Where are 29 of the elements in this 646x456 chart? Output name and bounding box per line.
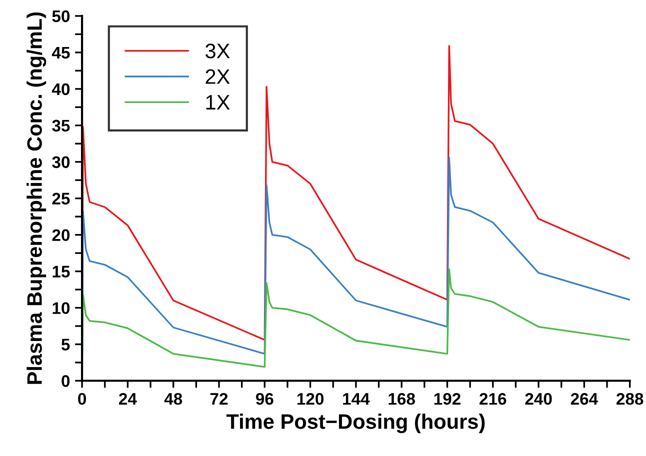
x-tick-label: 192 [434, 393, 460, 405]
x-tick-label: 96 [256, 393, 274, 405]
x-tick-label: 240 [525, 393, 552, 405]
x-tick-label: 24 [119, 393, 137, 405]
x-tick-label: 120 [297, 393, 324, 405]
legend-label: 1X [206, 95, 230, 110]
y-tick-label: 40 [52, 83, 70, 96]
legend-label: 2X [206, 69, 230, 84]
y-tick-label: 20 [52, 229, 70, 242]
y-tick-label: 10 [52, 302, 70, 314]
x-tick-label: 48 [164, 393, 182, 405]
x-tick-label: 264 [570, 393, 598, 405]
x-axis-title: Time Post−Dosing (hours) [226, 414, 485, 434]
x-tick-label: 144 [343, 393, 370, 405]
y-axis-title: Plasma Buprenorphine Conc. (ng/mL) [26, 12, 46, 384]
x-tick-label: 216 [480, 393, 506, 405]
y-tick-label: 5 [61, 338, 70, 350]
x-tick-label: 72 [210, 393, 228, 405]
y-tick-label: 30 [52, 156, 70, 168]
x-tick-label: 0 [78, 393, 86, 405]
x-tick-label: 168 [388, 393, 415, 405]
y-tick-label: 0 [62, 375, 70, 387]
y-tick-label: 50 [52, 10, 70, 22]
y-tick-label: 35 [52, 120, 70, 132]
x-tick-label: 288 [616, 393, 644, 405]
y-tick-label: 45 [52, 47, 70, 59]
y-tick-label: 15 [52, 266, 70, 278]
y-tick-label: 25 [52, 192, 70, 205]
legend-label: 3X [206, 44, 230, 58]
